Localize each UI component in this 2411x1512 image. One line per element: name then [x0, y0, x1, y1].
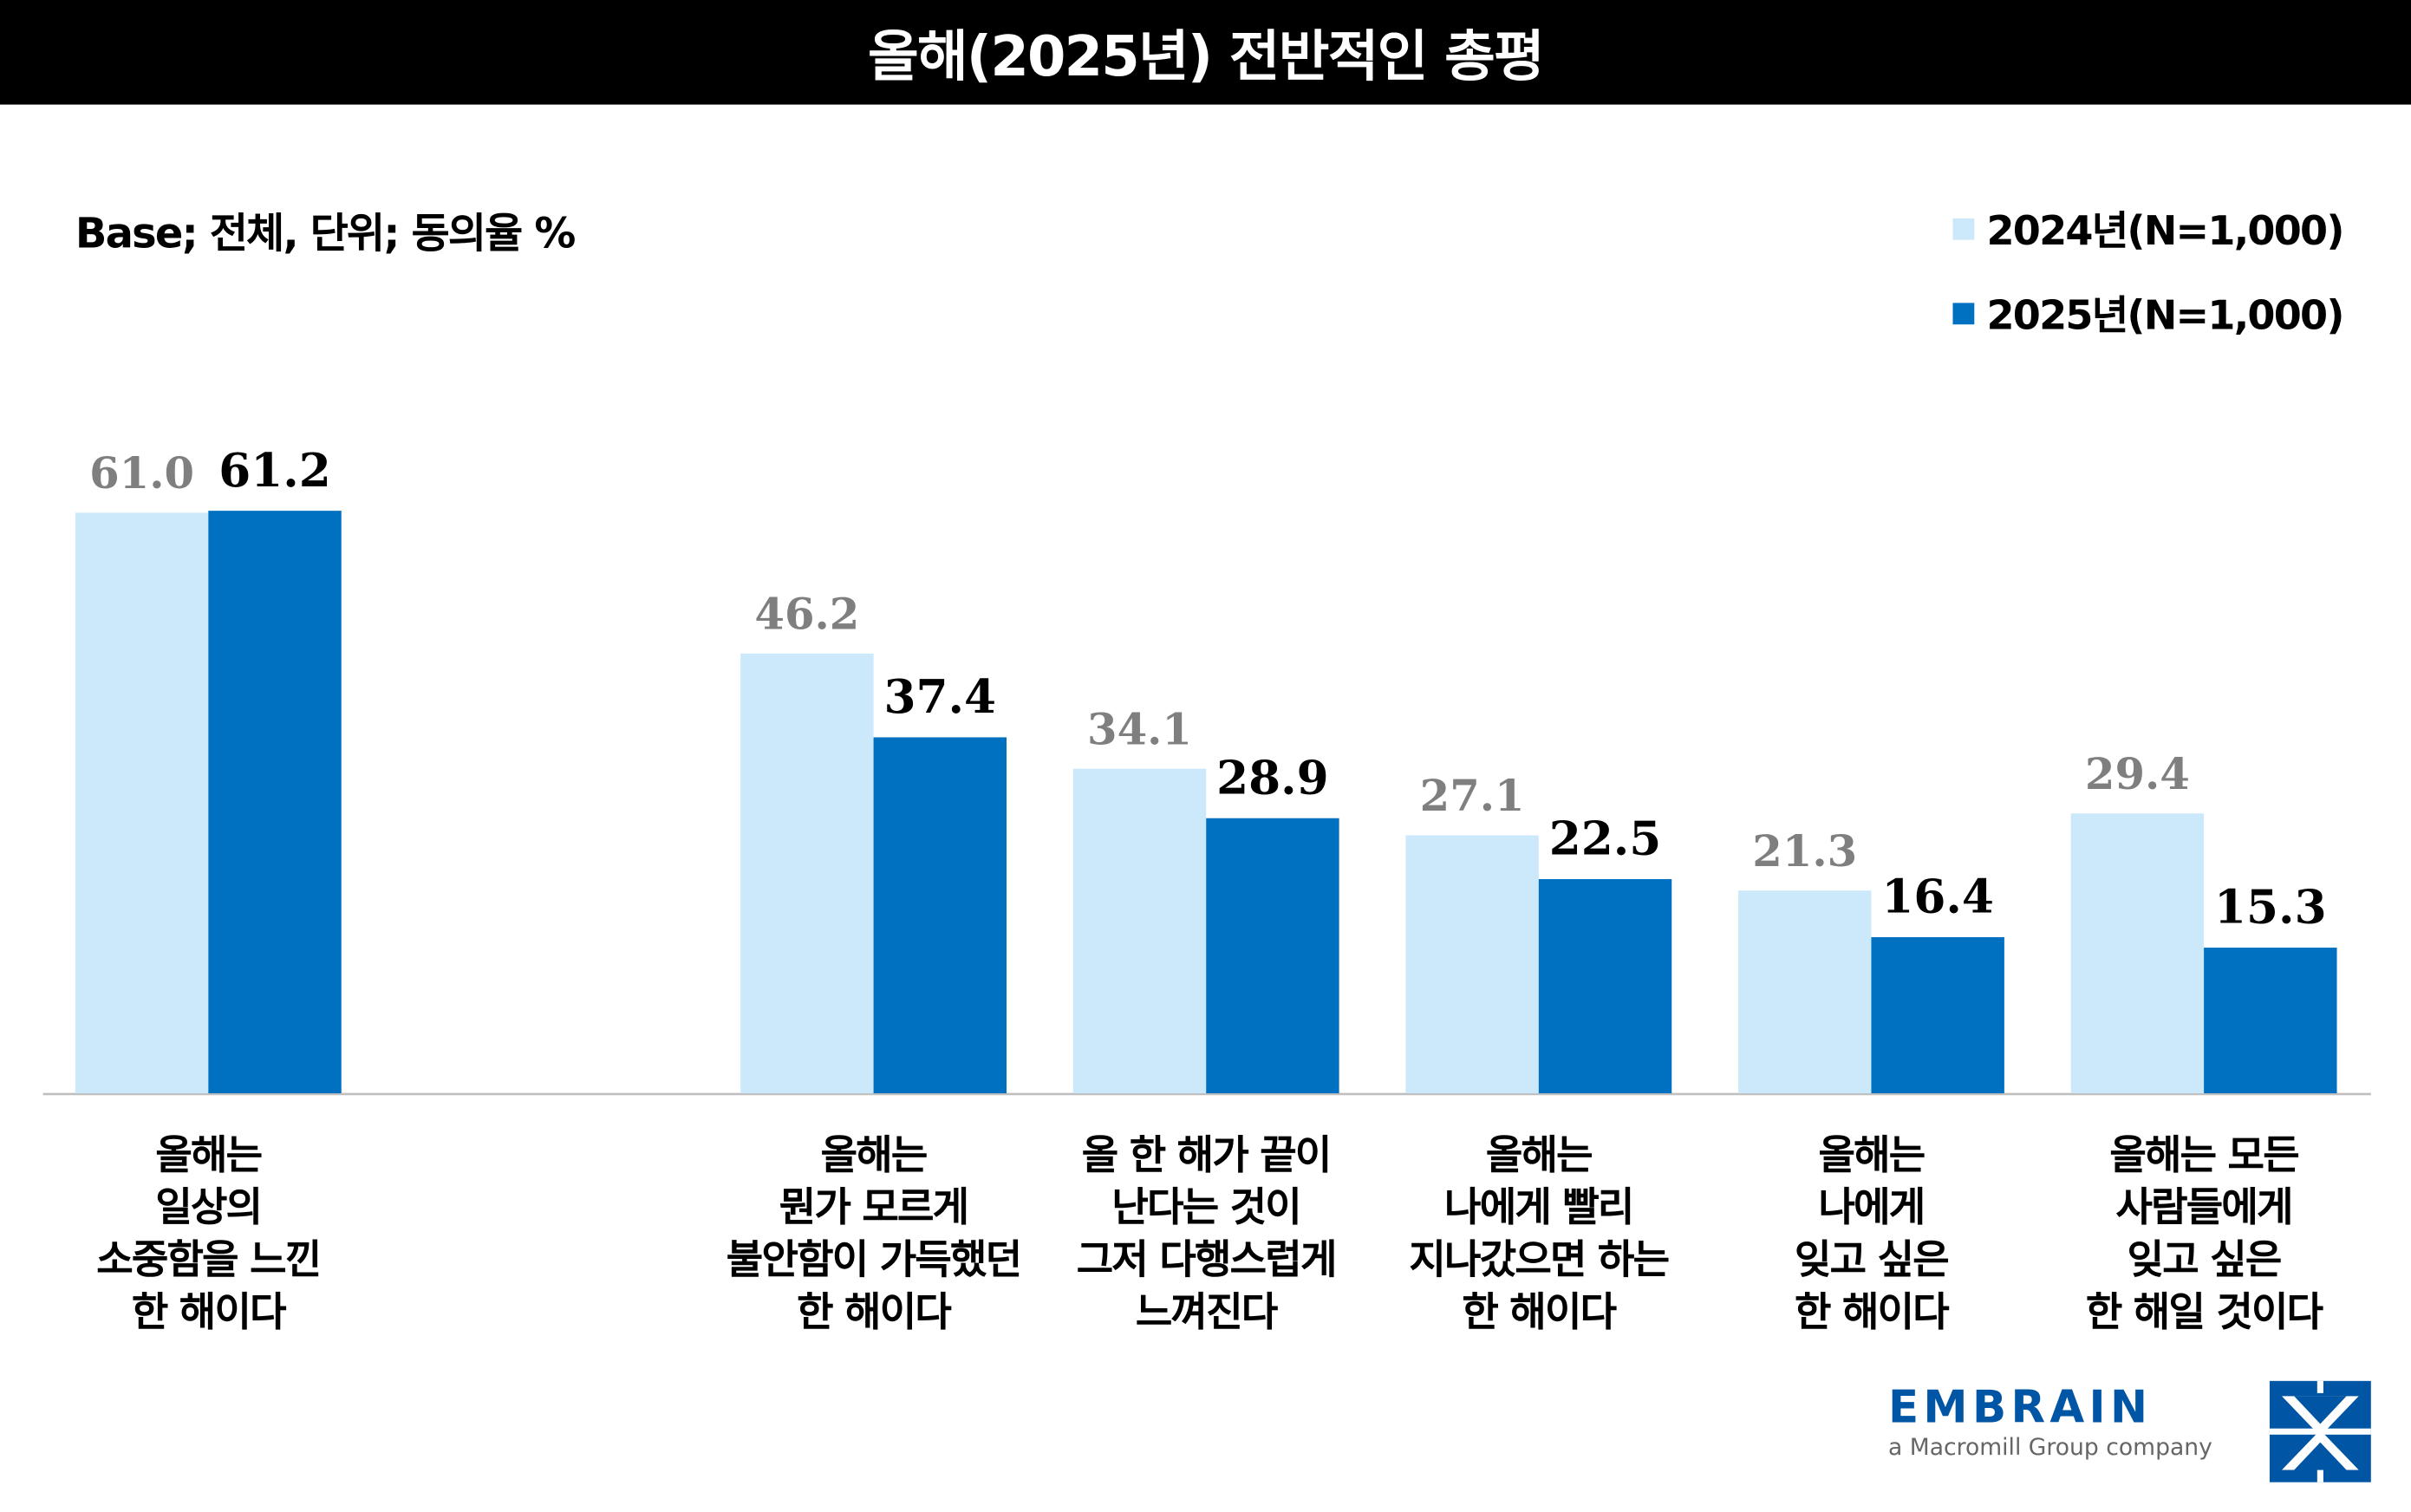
- category-label: 올해는 일상의 소중함을 느낀 한 해이다: [96, 1133, 322, 1337]
- category-label: 올해는 나에게 빨리 지나갔으면 하는 한 해이다: [1409, 1133, 1670, 1337]
- bar-2025: [208, 511, 342, 1094]
- data-label-2024: 27.1: [1420, 770, 1525, 821]
- data-label-2025: 16.4: [1881, 870, 1994, 924]
- legend-swatch-2024: [1952, 217, 1975, 239]
- data-label-2025: 22.5: [1549, 811, 1662, 866]
- data-label-2025: 61.2: [218, 443, 331, 498]
- bar-2025: [1206, 818, 1339, 1094]
- bar-2025: [2204, 948, 2337, 1094]
- legend-item-2025: 2025년(N=1,000): [1952, 284, 2344, 342]
- legend-label-2025: 2025년(N=1,000): [1986, 293, 2344, 340]
- data-label-2024: 46.2: [754, 588, 859, 639]
- bar-2024: [740, 653, 874, 1094]
- embrain-mark-icon: [2269, 1380, 2371, 1483]
- data-label-2025: 28.9: [1216, 750, 1329, 805]
- category-label: 올해는 모든 사람들에게 잊고 싶은 한 해일 것이다: [2085, 1133, 2323, 1337]
- legend-label-2024: 2024년(N=1,000): [1986, 209, 2344, 256]
- data-label-2024: 29.4: [2085, 748, 2190, 799]
- data-label-2024: 34.1: [1087, 703, 1192, 754]
- legend-item-2024: 2024년(N=1,000): [1952, 200, 2344, 257]
- bar-2025: [1871, 936, 2004, 1094]
- title-bar: 올해(2025년) 전반적인 총평: [0, 0, 2411, 105]
- category-label: 올해는 나에게 잊고 싶은 한 해이다: [1795, 1133, 1950, 1337]
- logo-word: EMBRAIN: [1887, 1380, 2153, 1433]
- logo-tagline: a Macromill Group company: [1887, 1432, 2212, 1461]
- bar-2024: [2070, 813, 2205, 1094]
- embrain-logo: EMBRAIN a Macromill Group company: [1888, 1381, 2212, 1461]
- base-note: Base; 전체, 단위; 동의율 %: [75, 210, 576, 258]
- category-label: 올 한 해가 끝이 난다는 것이 그저 다행스럽게 느껴진다: [1076, 1133, 1338, 1337]
- data-label-2025: 37.4: [884, 669, 997, 724]
- bar-2024: [75, 512, 209, 1094]
- bar-2024: [1405, 835, 1539, 1094]
- data-label-2024: 61.0: [89, 447, 194, 499]
- bar-2025: [873, 737, 1007, 1094]
- data-label-2025: 15.3: [2214, 880, 2327, 935]
- data-label-2024: 21.3: [1752, 825, 1857, 877]
- bar-2025: [1538, 879, 1672, 1094]
- bar-2024: [1072, 768, 1207, 1094]
- category-label: 올해는 뭔가 모르게 불안함이 가득했던 한 해이다: [726, 1133, 1022, 1337]
- bar-2024: [1738, 890, 1872, 1094]
- legend-swatch-2025: [1952, 302, 1975, 324]
- chart-title: 올해(2025년) 전반적인 총평: [867, 26, 1545, 89]
